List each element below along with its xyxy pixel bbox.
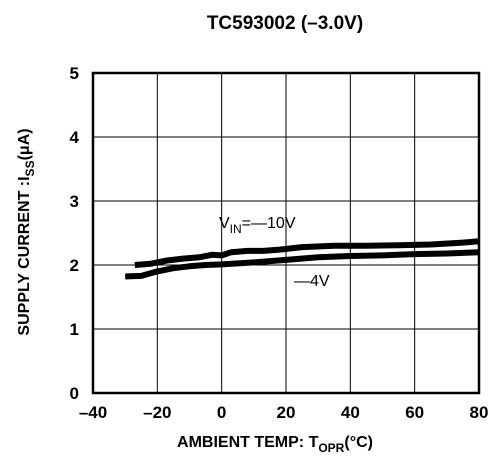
v4-annotation: —4V <box>294 273 330 290</box>
vin-annotation-sub: IN <box>230 222 242 236</box>
vin-annotation-tail: =—10V <box>242 215 296 232</box>
y-axis-label-tail: (μA) <box>16 128 33 160</box>
x-tick-label: 0 <box>217 403 226 422</box>
x-axis-label: AMBIENT TEMP: TOPR(°C) <box>177 434 373 455</box>
y-axis-label: SUPPLY CURRENT :ISS(μA) <box>16 128 37 335</box>
chart-title: TC593002 (–3.0V) <box>207 13 363 34</box>
y-axis-label-main: SUPPLY CURRENT :I <box>16 176 33 335</box>
vin-annotation: VIN=—10V <box>219 215 296 236</box>
x-axis-label-main: AMBIENT TEMP: T <box>177 434 319 451</box>
grid <box>93 73 479 393</box>
plot-frame <box>91 71 481 395</box>
y-tick-label: 5 <box>70 64 79 83</box>
x-axis-label-sub: OPR <box>318 441 344 455</box>
y-tick-label: 0 <box>70 384 79 403</box>
x-tick-label: 80 <box>470 403 489 422</box>
y-tick-label: 2 <box>70 256 79 275</box>
vin-annotation-main: V <box>219 215 230 232</box>
x-tick-label: –20 <box>143 403 171 422</box>
y-axis-label-sub: SS <box>23 160 37 176</box>
x-axis-label-tail: (°C) <box>344 434 373 451</box>
x-tick-label: –40 <box>79 403 107 422</box>
x-tick-label: 40 <box>341 403 360 422</box>
ticks: –40 –20 0 20 40 60 80 0 1 2 3 4 5 <box>70 64 489 422</box>
y-tick-label: 4 <box>70 128 80 147</box>
series-layer <box>125 238 480 280</box>
x-tick-label: 20 <box>277 403 296 422</box>
y-tick-label: 3 <box>70 192 79 211</box>
y-tick-label: 1 <box>70 320 79 339</box>
series-line-1 <box>134 238 480 268</box>
series-line-2 <box>125 249 480 280</box>
x-tick-label: 60 <box>405 403 424 422</box>
